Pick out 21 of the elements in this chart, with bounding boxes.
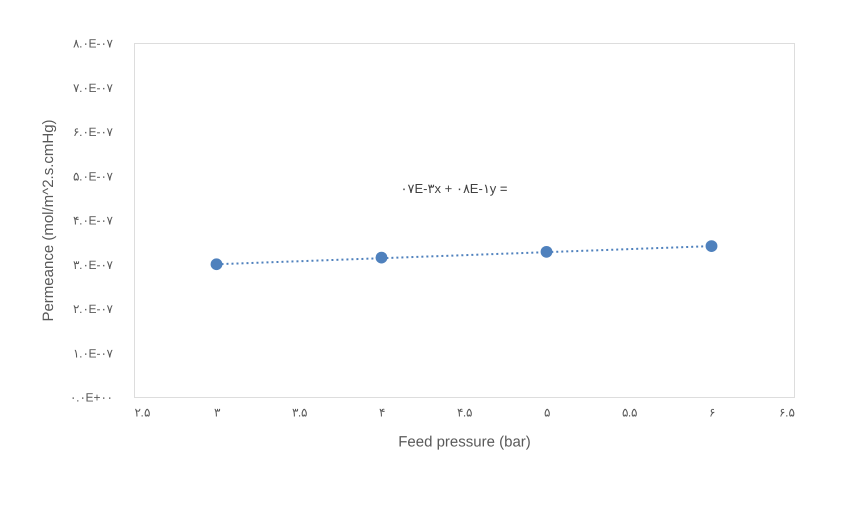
x-tick-label: ۵.۵ <box>622 406 638 420</box>
y-tick-label: ۶.۰E-۰۷ <box>73 125 114 139</box>
y-tick-label: ۳.۰E-۰۷ <box>73 258 114 272</box>
y-tick-label: ۰.۰E+۰۰ <box>70 390 112 404</box>
y-tick-label: ۲.۰E-۰۷ <box>73 302 114 316</box>
x-tick-label: ۳.۵ <box>292 406 308 420</box>
y-tick-label: ۸.۰E-۰۷ <box>73 36 114 50</box>
x-tick-label: ۳ <box>214 406 221 420</box>
x-tick-label: ۲.۵ <box>134 406 150 420</box>
y-tick-label: ۷.۰E-۰۷ <box>73 80 114 95</box>
x-tick-label: ۵ <box>544 406 550 420</box>
x-tick-label: ۴ <box>379 406 385 420</box>
x-tick-label: ۶.۵ <box>779 406 794 420</box>
x-axis-title: Feed pressure (bar) <box>398 434 531 450</box>
x-tick-label: ۴.۵ <box>456 406 472 420</box>
y-axis-title: Permeance (mol/m^2.s.cmHg) <box>40 119 58 322</box>
y-tick-label: ۱.۰E-۰۷ <box>73 346 114 360</box>
x-tick-label: ۶ <box>709 406 715 420</box>
y-tick-label: ۴.۰E-۰۷ <box>73 214 114 228</box>
annotation: ۰۷E-۳x + ۰۸E-۱y = <box>400 181 508 196</box>
y-tick-label: ۵.۰E-۰۷ <box>73 169 114 184</box>
